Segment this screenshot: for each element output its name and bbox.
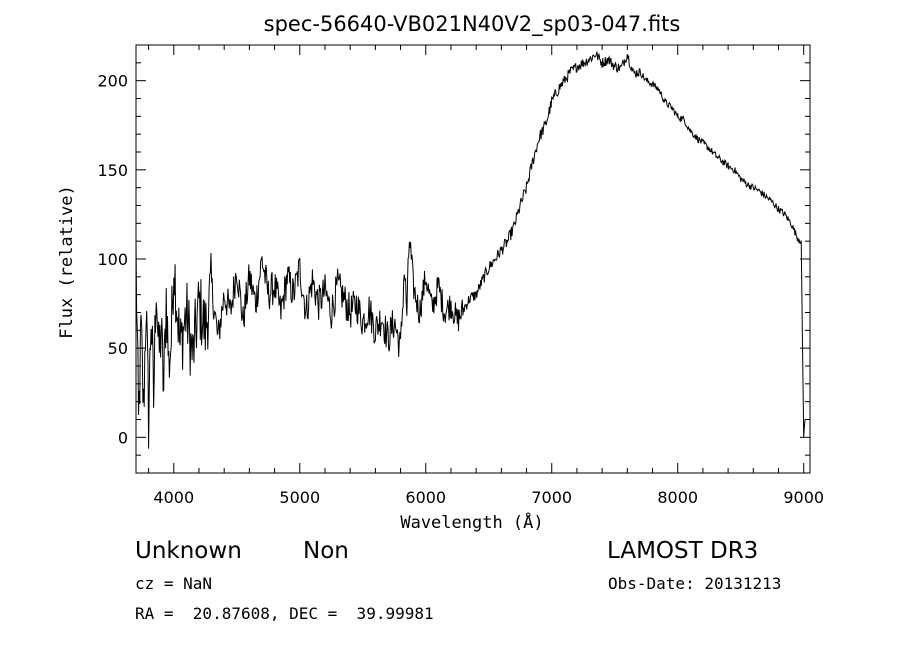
y-tick-label: 0: [118, 428, 128, 447]
object-subclass: Non: [303, 538, 349, 564]
object-class: Unknown: [135, 538, 242, 564]
x-tick-label: 4000: [153, 488, 194, 507]
y-axis-label: Flux (relative): [57, 185, 77, 339]
plot-frame: [135, 44, 811, 474]
y-tick-label: 200: [97, 72, 128, 91]
x-tick-label: 7000: [531, 488, 572, 507]
tick-labels: 4000 5000 6000 7000 8000 9000 0 50 100 150 200: [97, 72, 824, 507]
x-tick-label: 8000: [657, 488, 698, 507]
x-tick-label: 6000: [405, 488, 446, 507]
x-tick-label: 9000: [783, 488, 824, 507]
x-axis-label: Wavelength (Å): [400, 511, 543, 533]
axis-ticks: [136, 44, 810, 473]
x-tick-label: 5000: [279, 488, 320, 507]
y-tick-label: 100: [97, 250, 128, 269]
obs-date: Obs-Date: 20131213: [608, 574, 782, 593]
y-tick-label: 50: [108, 339, 128, 358]
survey-name: LAMOST DR3: [607, 538, 759, 564]
redshift-cz: cz = NaN: [135, 574, 213, 593]
coordinates: RA = 20.87608, DEC = 39.99981: [135, 604, 434, 623]
y-tick-label: 150: [97, 161, 128, 180]
chart-title: spec-56640-VB021N40V2_sp03-047.fits: [264, 12, 681, 37]
series-line-flux: [135, 51, 806, 449]
